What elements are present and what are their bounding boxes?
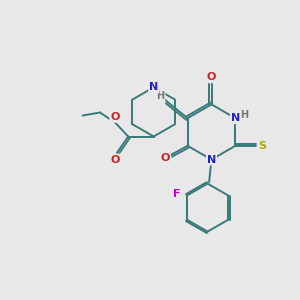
Text: H: H bbox=[240, 110, 248, 120]
Text: O: O bbox=[160, 153, 170, 163]
Text: N: N bbox=[231, 113, 240, 123]
Text: N: N bbox=[149, 82, 158, 92]
Text: N: N bbox=[207, 154, 216, 165]
Text: S: S bbox=[258, 141, 266, 151]
Text: O: O bbox=[207, 72, 216, 82]
Text: O: O bbox=[110, 112, 120, 122]
Text: H: H bbox=[157, 91, 165, 101]
Text: F: F bbox=[173, 189, 180, 199]
Text: O: O bbox=[111, 154, 120, 165]
